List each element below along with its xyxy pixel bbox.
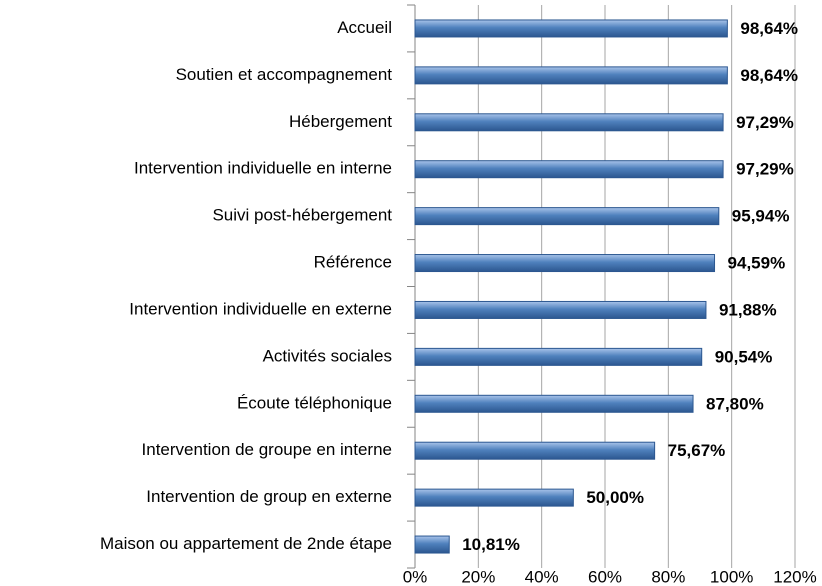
x-tick-label: 60% <box>588 567 622 586</box>
y-tick-label: Suivi post-hébergement <box>212 206 392 225</box>
data-label: 95,94% <box>732 207 790 226</box>
y-tick-label: Activités sociales <box>263 346 392 365</box>
x-tick-label: 40% <box>525 567 559 586</box>
bar <box>414 441 656 460</box>
y-tick-label: Soutien et accompagnement <box>176 65 393 84</box>
y-tick-label: Accueil <box>337 18 392 37</box>
x-tick-label: 0% <box>403 567 428 586</box>
data-label: 97,29% <box>736 160 794 179</box>
data-label: 87,80% <box>706 394 764 413</box>
y-tick-label: Intervention de groupe en interne <box>142 440 392 459</box>
data-label: 97,29% <box>736 113 794 132</box>
x-tick-label: 120% <box>773 567 816 586</box>
data-label: 98,64% <box>740 66 798 85</box>
bar <box>414 535 450 554</box>
bar <box>414 113 724 132</box>
bar <box>414 160 724 179</box>
y-tick-label: Intervention de group en externe <box>146 487 392 506</box>
bar <box>414 300 707 319</box>
data-label: 90,54% <box>715 347 773 366</box>
y-tick-label: Hébergement <box>289 112 392 131</box>
y-tick-label: Intervention individuelle en externe <box>129 299 392 318</box>
bar <box>414 66 728 85</box>
y-tick-label: Intervention individuelle en interne <box>134 159 392 178</box>
data-label: 10,81% <box>462 535 520 554</box>
x-tick-label: 100% <box>710 567 753 586</box>
y-tick-label: Maison ou appartement de 2nde étape <box>100 534 392 553</box>
y-tick-label: Référence <box>314 253 392 272</box>
y-tick-label: Écoute téléphonique <box>237 393 392 412</box>
data-label: 50,00% <box>586 488 644 507</box>
x-tick-label: 80% <box>651 567 685 586</box>
data-label: 91,88% <box>719 300 777 319</box>
data-label: 94,59% <box>728 254 786 273</box>
x-tick-label: 20% <box>461 567 495 586</box>
bar <box>414 254 716 273</box>
bar <box>414 394 694 413</box>
data-label: 98,64% <box>740 19 798 38</box>
bar <box>414 488 574 507</box>
bar <box>414 347 703 366</box>
bar <box>414 207 720 226</box>
bar <box>414 19 728 38</box>
data-label: 75,67% <box>668 441 726 460</box>
